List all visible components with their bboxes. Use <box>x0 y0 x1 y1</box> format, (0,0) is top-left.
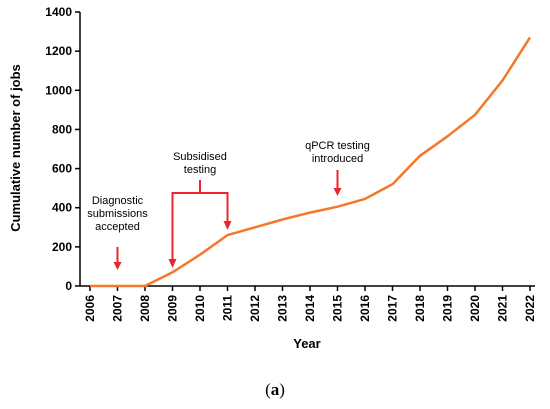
x-tick-label: 2021 <box>496 295 510 322</box>
annotation-arrowhead <box>333 188 342 196</box>
x-tick-label: 2019 <box>441 295 455 322</box>
x-tick-label: 2020 <box>468 295 482 322</box>
annotation-label-diagnostic: Diagnostic <box>92 195 144 207</box>
annotation-label-qpcr: introduced <box>312 153 363 165</box>
y-tick-label: 800 <box>52 122 72 136</box>
annotation-bracket <box>171 192 229 260</box>
y-tick-label: 200 <box>52 240 72 254</box>
annotation-label-subsidised: testing <box>184 164 216 176</box>
x-tick-label: 2009 <box>166 295 180 322</box>
y-axis-ticks: 0 200 400 600 800 1000 1200 1400 <box>45 5 80 293</box>
y-axis-label: Cumulative number of jobs <box>8 64 23 232</box>
y-tick-label: 600 <box>52 162 72 176</box>
series-group <box>90 36 532 288</box>
caption-close: ) <box>279 380 285 399</box>
annotation-label-diagnostic: submissions <box>87 208 148 220</box>
x-axis-ticks: 2006 2007 2008 2009 2010 2011 2012 2013 2014 2015… <box>83 286 537 322</box>
x-tick-label: 2015 <box>331 295 345 322</box>
annotation-arrowhead <box>223 221 232 230</box>
x-axis-label: Year <box>293 336 320 351</box>
series-line <box>90 36 532 288</box>
caption-letter: a <box>270 380 280 399</box>
x-tick-label: 2022 <box>523 295 537 322</box>
y-tick-label: 1200 <box>45 44 72 58</box>
annotation-arrowhead <box>113 262 122 270</box>
annotation-arrowhead <box>168 259 177 268</box>
x-tick-label: 2014 <box>303 295 317 322</box>
x-tick-label: 2013 <box>276 295 290 322</box>
y-tick-label: 1000 <box>45 83 72 97</box>
y-tick-label: 0 <box>65 279 72 293</box>
x-tick-label: 2011 <box>221 295 235 321</box>
caption-open: ( <box>265 380 271 399</box>
x-tick-label: 2017 <box>386 295 400 322</box>
annotation-label-subsidised: Subsidised <box>173 151 227 163</box>
x-tick-label: 2006 <box>83 295 97 322</box>
figure-caption: (a) <box>0 380 550 400</box>
x-tick-label: 2010 <box>193 295 207 322</box>
y-tick-label: 400 <box>52 201 72 215</box>
x-tick-label: 2012 <box>248 295 262 322</box>
x-tick-label: 2016 <box>358 295 372 322</box>
y-tick-label: 1400 <box>45 5 72 19</box>
x-tick-label: 2008 <box>138 295 152 322</box>
annotation-label-qpcr: qPCR testing <box>305 140 370 152</box>
x-tick-label: 2018 <box>413 295 427 322</box>
annotation-label-diagnostic: accepted <box>95 221 140 233</box>
x-tick-label: 2007 <box>111 295 125 322</box>
